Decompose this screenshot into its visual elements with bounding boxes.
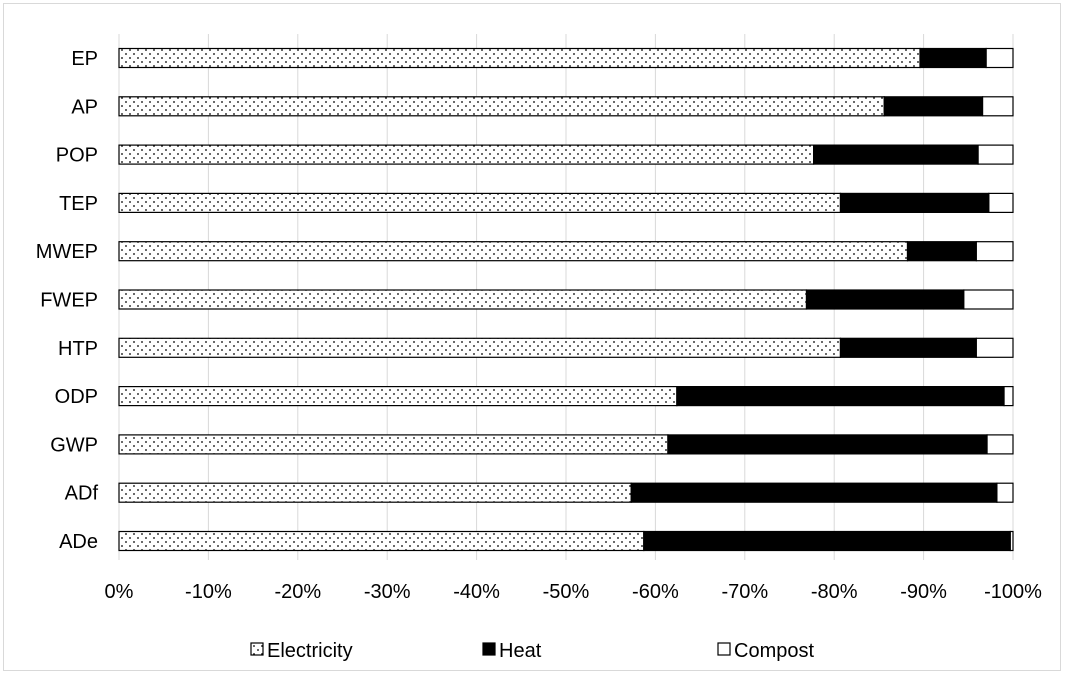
bar-heat [805,289,965,310]
bar-compost [963,289,1014,310]
bar-compost [982,96,1014,117]
bar-compost [988,192,1014,213]
bar-electricity [118,434,669,455]
bar-electricity [118,47,921,69]
bar-electricity [118,482,632,503]
y-tick-label: POP [56,145,98,167]
x-tick-label: -60% [632,581,679,603]
x-tick-label: -50% [543,581,590,603]
x-tick-label: -40% [453,581,500,603]
legend: Electricity Heat Compost [250,640,814,662]
y-tick-label: TEP [59,193,98,215]
bar-heat [919,47,987,69]
x-tick-label: -30% [364,581,411,603]
bar-compost [985,47,1014,69]
y-tick-label: ODP [55,386,98,408]
bar-heat [883,96,984,117]
y-tick-label: AP [71,96,98,118]
legend-compost-swatch [717,642,731,656]
bar-heat [839,192,990,213]
legend-heat-swatch [482,642,496,656]
y-tick-label: HTP [58,338,98,360]
bar-heat [630,482,998,503]
y-tick-label: ADf [65,483,99,505]
x-axis-labels: 0% -10% -20% -30% -40% -50% -60% -70% -80% -90% -1… [105,581,1043,603]
bar-heat [813,144,979,165]
x-tick-label: -90% [900,581,947,603]
bar-compost [1009,530,1014,552]
x-tick-label: -70% [721,581,768,603]
bar-heat [667,434,988,455]
bar-electricity [118,241,909,262]
legend-compost-label: Compost [734,640,814,662]
x-tick-label: 0% [105,581,134,603]
x-tick-label: -10% [185,581,232,603]
bars [118,47,1014,552]
bar-electricity [118,386,678,407]
y-tick-label: ADe [59,531,98,553]
bar-compost [996,482,1014,503]
y-tick-label: GWP [50,434,98,456]
legend-electricity-swatch [250,642,264,656]
bar-electricity [118,289,808,310]
bar-electricity [118,192,842,213]
bar-heat [906,241,977,262]
bar-compost [1003,386,1014,407]
bar-heat [839,337,977,358]
bar-heat [676,386,1005,407]
legend-heat-label: Heat [499,640,542,662]
bar-compost [975,337,1014,358]
legend-electricity-label: Electricity [267,640,353,662]
bar-heat [643,530,1011,552]
y-tick-label: EP [71,48,98,70]
bar-electricity [118,530,645,552]
bar-electricity [118,96,885,117]
x-tick-label: -100% [984,581,1042,603]
bar-compost [986,434,1014,455]
bar-electricity [118,144,815,165]
bar-compost [977,144,1014,165]
bar-electricity [118,337,842,358]
y-tick-label: FWEP [40,290,98,312]
x-tick-label: -20% [274,581,321,603]
y-axis-labels: EP AP POP TEP MWEP FWEP HTP ODP GWP ADf ADe [36,48,99,553]
x-tick-label: -80% [811,581,858,603]
bar-compost [975,241,1014,262]
y-tick-label: MWEP [36,241,98,263]
